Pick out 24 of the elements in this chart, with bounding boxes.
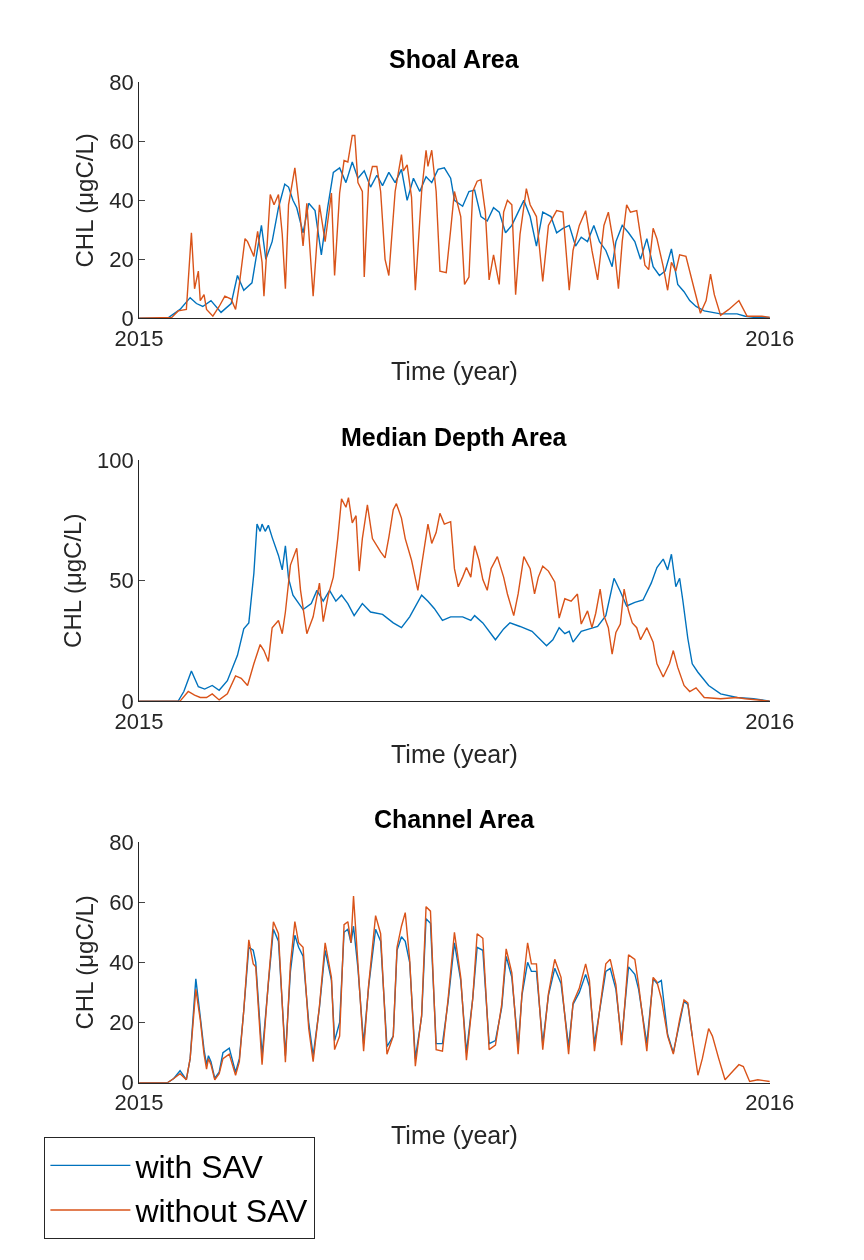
- y-tick-label: 40: [109, 188, 134, 214]
- chart-title: Channel Area: [374, 805, 536, 833]
- y-tick-label: 40: [109, 950, 134, 976]
- y-axis-title: CHL (μgC/L): [59, 513, 87, 648]
- chart-title: Shoal Area: [389, 45, 520, 73]
- x-axis-title: Time (year): [391, 356, 518, 385]
- legend-label: with SAV: [134, 1148, 264, 1185]
- y-tick-label: 80: [109, 829, 134, 855]
- x-tick-label: 2016: [745, 1090, 795, 1116]
- chart-title: Median Depth Area: [341, 423, 568, 451]
- y-axis-title: CHL (μgC/L): [71, 895, 99, 1030]
- y-tick-label: 60: [109, 129, 134, 155]
- x-tick-label: 2016: [745, 325, 795, 351]
- y-tick-label: 60: [109, 889, 134, 915]
- y-tick-label: 50: [109, 568, 134, 594]
- x-tick-label: 2016: [745, 708, 795, 734]
- legend-label: without SAV: [134, 1193, 308, 1230]
- x-axis-title: Time (year): [391, 1121, 518, 1150]
- y-tick-label: 20: [109, 247, 134, 273]
- y-axis-title: CHL (μgC/L): [71, 133, 99, 268]
- y-tick-label: 100: [96, 448, 134, 474]
- y-tick-label: 80: [109, 70, 134, 96]
- y-tick-label: 20: [109, 1010, 134, 1036]
- x-axis-title: Time (year): [391, 739, 518, 768]
